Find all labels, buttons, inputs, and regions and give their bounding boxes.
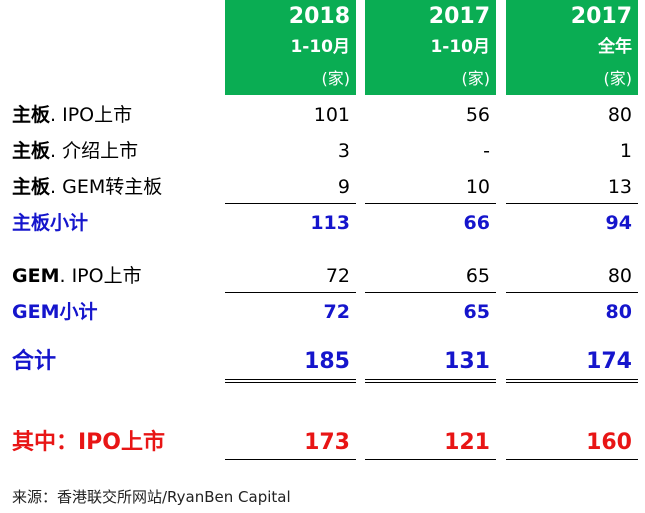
- divider: [365, 203, 496, 204]
- row-label-gem-subtotal: GEM小计: [12, 301, 98, 323]
- column-header-2017-full-year: 2017 全年 (家): [506, 0, 638, 95]
- column-year: 2017: [428, 4, 490, 29]
- row-label-bold: GEM: [12, 265, 60, 287]
- row-label-main-gem-transfer: 主板. GEM转主板: [12, 172, 162, 202]
- column-header-2018-jan-oct: 2018 1-10月 (家): [225, 0, 356, 95]
- cell-main-intro-2017-ytd: -: [483, 140, 490, 162]
- cell-main-ipo-2018: 101: [313, 104, 350, 126]
- row-label-of-which-ipo: 其中：IPO上市: [12, 430, 166, 455]
- row-label-bold: 主板: [12, 176, 51, 198]
- cell-main-intro-2017-fy: 1: [619, 140, 632, 162]
- cell-main-ipo-2017-fy: 80: [607, 104, 632, 126]
- column-header-2017-jan-oct: 2017 1-10月 (家): [365, 0, 496, 95]
- cell-gem-subtotal-2018: 72: [323, 301, 350, 323]
- divider: [506, 203, 638, 204]
- cell-main-subtotal-2018: 113: [310, 212, 350, 234]
- row-label-main-subtotal: 主板小计: [12, 212, 89, 234]
- row-label-main-intro: 主板. 介绍上市: [12, 136, 138, 166]
- divider: [225, 203, 356, 204]
- cell-main-ipo-2017-ytd: 56: [465, 104, 490, 126]
- divider: [506, 459, 638, 460]
- cell-main-gem-transfer-2017-ytd: 10: [465, 176, 490, 198]
- row-label-rest: . IPO上市: [59, 265, 142, 287]
- divider: [506, 292, 638, 293]
- row-label-bold: 主板: [12, 140, 51, 162]
- column-period: 1-10月: [430, 37, 490, 57]
- cell-main-gem-transfer-2018: 9: [337, 176, 350, 198]
- cell-main-gem-transfer-2017-fy: 13: [607, 176, 632, 198]
- source-note: 来源：香港联交所网站/RyanBen Capital: [12, 488, 291, 506]
- cell-gem-ipo-2017-fy: 80: [607, 265, 632, 287]
- cell-of-which-ipo-2017-ytd: 121: [444, 430, 490, 455]
- cell-total-2017-fy: 174: [586, 349, 632, 374]
- cell-gem-subtotal-2017-ytd: 65: [463, 301, 490, 323]
- cell-of-which-ipo-2018: 173: [304, 430, 350, 455]
- divider: [365, 459, 496, 460]
- cell-main-intro-2018: 3: [337, 140, 350, 162]
- column-year: 2017: [570, 4, 632, 29]
- column-unit: (家): [461, 69, 491, 88]
- cell-gem-ipo-2017-ytd: 65: [465, 265, 490, 287]
- double-underline: [506, 379, 638, 383]
- double-underline: [225, 379, 356, 383]
- row-label-main-ipo: 主板. IPO上市: [12, 100, 132, 130]
- column-unit: (家): [603, 69, 633, 88]
- divider: [365, 292, 496, 293]
- divider: [225, 292, 356, 293]
- cell-total-2018: 185: [304, 349, 350, 374]
- double-underline: [365, 379, 496, 383]
- cell-gem-ipo-2018: 72: [325, 265, 350, 287]
- cell-of-which-ipo-2017-fy: 160: [586, 430, 632, 455]
- column-year: 2018: [288, 4, 350, 29]
- cell-main-subtotal-2017-fy: 94: [605, 212, 632, 234]
- row-label-bold: 主板: [12, 104, 51, 126]
- row-label-total: 合计: [12, 349, 57, 374]
- row-label-rest: . GEM转主板: [50, 176, 163, 198]
- row-label-rest: . IPO上市: [50, 104, 133, 126]
- column-period: 1-10月: [290, 37, 350, 57]
- column-period: 全年: [598, 37, 632, 57]
- row-label-gem-ipo: GEM. IPO上市: [12, 261, 142, 291]
- cell-main-subtotal-2017-ytd: 66: [463, 212, 490, 234]
- row-label-rest: . 介绍上市: [50, 140, 139, 162]
- cell-total-2017-ytd: 131: [444, 349, 490, 374]
- divider: [225, 459, 356, 460]
- cell-gem-subtotal-2017-fy: 80: [605, 301, 632, 323]
- column-unit: (家): [321, 69, 351, 88]
